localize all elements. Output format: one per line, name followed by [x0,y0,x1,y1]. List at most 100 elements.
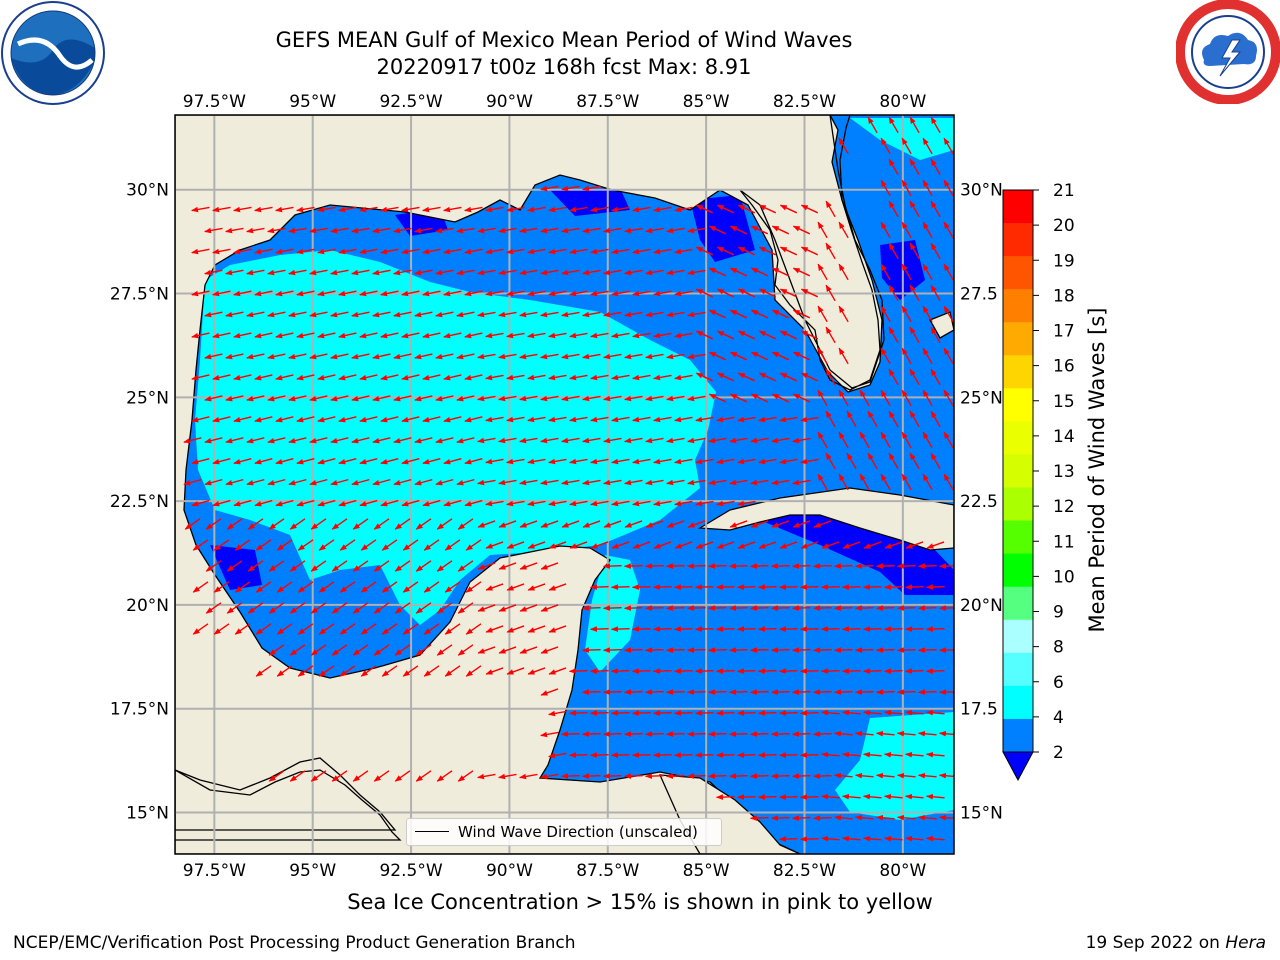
wave-direction-arrow [519,395,538,402]
wave-direction-arrow [652,752,672,758]
wave-direction-arrow [422,499,441,507]
wave-direction-arrow [226,602,243,614]
wave-direction-arrow [423,539,440,551]
wave-direction-arrow [833,647,853,653]
wave-direction-arrow [749,647,769,653]
wave-direction-arrow [632,416,651,423]
wave-direction-arrow [569,416,588,423]
wave-direction-arrow [880,347,891,365]
wave-direction-arrow [590,541,609,549]
wave-direction-arrow [896,689,916,695]
wave-direction-arrow [728,605,748,611]
wave-direction-arrow [393,269,412,276]
wave-direction-arrow [380,332,399,339]
wave-direction-arrow [380,290,399,297]
wave-direction-arrow [352,518,369,530]
wave-direction-arrow [838,305,849,323]
wave-direction-arrow [268,644,285,656]
wave-direction-arrow [540,395,559,402]
wave-direction-arrow [888,326,899,344]
wave-direction-arrow [192,539,209,551]
wave-direction-arrow [695,246,714,256]
wave-direction-arrow [904,626,924,632]
wave-direction-arrow [716,416,735,423]
wave-direction-arrow [506,625,525,633]
colorbar-tick-2: 2 [1053,743,1064,763]
wave-direction-arrow [812,815,832,821]
wave-direction-arrow [255,665,272,677]
wave-direction-arrow [930,326,941,344]
wave-direction-arrow [309,478,328,486]
wave-direction-arrow [687,311,706,318]
wave-direction-arrow [330,437,349,444]
wave-direction-arrow [603,353,622,360]
wave-direction-arrow [331,518,348,530]
wave-direction-arrow [750,267,769,277]
wave-direction-arrow [799,752,819,758]
wave-direction-arrow [477,604,496,612]
footer-machine: Hera [1225,933,1266,953]
wave-direction-arrow [880,137,891,155]
wave-direction-arrow [581,605,601,611]
wave-direction-arrow [859,473,870,491]
wave-direction-arrow [561,269,580,276]
wave-direction-arrow [561,353,580,360]
wave-direction-arrow [309,269,328,276]
wave-direction-arrow [792,437,811,444]
wave-direction-arrow [820,668,840,674]
wave-direction-arrow [674,374,693,381]
wave-direction-arrow [372,227,391,234]
wave-direction-arrow [708,267,727,277]
lat-tick-right-1: 27.5 [960,285,998,305]
wave-direction-arrow [943,221,954,239]
wave-direction-arrow [275,248,294,255]
wave-direction-arrow [846,410,857,428]
wave-direction-arrow [905,541,924,549]
wave-direction-arrow [582,479,601,486]
wave-direction-arrow [901,221,912,239]
wave-direction-arrow [443,206,462,213]
wave-direction-arrow [351,395,370,402]
wave-direction-arrow [267,478,286,486]
lon-tick-top-5: 85°W [683,92,730,112]
wave-direction-arrow [372,269,391,276]
wave-direction-arrow [880,305,891,323]
wave-direction-arrow [694,752,714,758]
colorbar-tick-12: 12 [1053,497,1075,517]
wave-direction-arrow [728,731,748,737]
wave-direction-arrow [922,263,933,281]
wave-direction-arrow [191,374,210,381]
wave-direction-arrow [247,602,264,614]
wave-direction-arrow [414,227,433,234]
wave-direction-arrow [268,560,285,572]
wave-direction-arrow [548,374,567,381]
wave-direction-arrow [603,479,622,486]
wave-direction-arrow [673,668,693,674]
wave-direction-arrow [930,368,941,386]
wave-direction-arrow [204,395,223,402]
wave-direction-arrow [841,626,861,632]
wave-direction-arrow [527,416,546,423]
wave-direction-arrow [779,288,798,298]
wave-direction-arrow [519,353,538,360]
wave-direction-arrow [372,311,391,318]
colorbar-tick-21: 21 [1053,181,1075,201]
wave-direction-arrow [540,185,559,192]
wave-direction-arrow [548,625,567,633]
wave-direction-arrow [862,751,882,758]
wave-direction-arrow [791,773,811,779]
wave-direction-arrow [192,623,209,635]
wave-direction-arrow [212,248,231,255]
wave-direction-arrow [485,625,504,633]
wave-direction-arrow [666,520,685,528]
wave-direction-arrow [443,499,462,507]
wave-direction-arrow [695,458,714,465]
wave-direction-arrow [943,389,954,407]
wave-direction-arrow [758,372,777,382]
wave-direction-arrow [778,794,798,800]
colorbar-tick-18: 18 [1053,286,1075,306]
wave-direction-arrow [205,560,222,572]
wave-direction-arrow [686,731,706,737]
wave-direction-arrow [758,288,777,298]
wave-direction-arrow [540,562,559,570]
